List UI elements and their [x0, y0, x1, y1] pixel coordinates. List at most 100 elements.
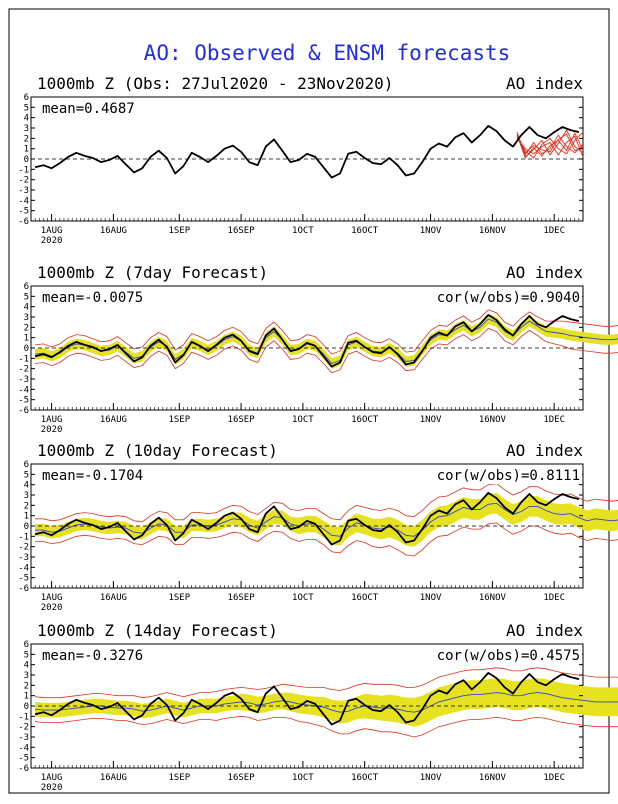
x-tick-label: 1OCT — [292, 226, 314, 236]
forecast-member-4 — [516, 131, 584, 156]
y-tick-label: 5 — [24, 292, 29, 302]
y-tick-label: 2 — [24, 681, 29, 691]
y-tick-label: 1 — [24, 512, 29, 522]
panel-4: 1000mb Z (14day Forecast) AO index 6543210… — [18, 621, 618, 793]
observed-ao-line — [34, 672, 580, 726]
x-tick-label: 1DEC — [543, 593, 565, 603]
y-tick-label: 6 — [24, 93, 29, 103]
x-tick-label: 16NOV — [479, 226, 507, 236]
y-tick-label: -1 — [18, 712, 29, 722]
x-tick-label: 1AUG — [41, 593, 63, 603]
correlation-label: cor(w/obs)=0.8111 — [437, 468, 580, 484]
x-tick-label: 1OCT — [292, 773, 314, 783]
x-tick-label: 1DEC — [543, 773, 565, 783]
x-tick-label: 1NOV — [420, 593, 442, 603]
x-tick-label: 1NOV — [420, 415, 442, 425]
x-tick-label: 16NOV — [479, 773, 507, 783]
y-tick-label: 2 — [24, 134, 29, 144]
panel-3: 1000mb Z (10day Forecast) AO index 6543210… — [18, 441, 618, 613]
ensemble-mean-line — [35, 502, 618, 537]
panel-title-right: AO index — [506, 263, 583, 282]
correlation-label: cor(w/obs)=0.9040 — [437, 290, 580, 306]
y-tick-label: 1 — [24, 692, 29, 702]
y-tick-label: -6 — [18, 217, 29, 227]
x-tick-label: 16NOV — [479, 593, 507, 603]
y-tick-label: -6 — [18, 406, 29, 416]
y-tick-label: -2 — [18, 723, 29, 733]
y-tick-label: -2 — [18, 365, 29, 375]
x-tick-label: 1OCT — [292, 415, 314, 425]
y-tick-label: 3 — [24, 671, 29, 681]
panel-title-left: 1000mb Z (14day Forecast) — [37, 621, 278, 640]
y-tick-label: -3 — [18, 186, 29, 196]
y-tick-label: 5 — [24, 470, 29, 480]
x-tick-label: 1SEP — [168, 593, 190, 603]
ensemble-lower-bound — [35, 522, 618, 557]
observed-ao-line — [34, 314, 580, 368]
y-tick-label: 0 — [24, 344, 29, 354]
y-tick-label: 4 — [24, 661, 29, 671]
y-tick-label: 6 — [24, 282, 29, 292]
ensemble-upper-bound — [35, 667, 618, 699]
y-tick-label: -5 — [18, 574, 29, 584]
y-tick-label: -6 — [18, 764, 29, 774]
x-tick-label: 16SEP — [228, 415, 256, 425]
observed-ao-line — [34, 492, 580, 546]
forecast-member-6 — [516, 132, 584, 159]
panel-title-right: AO index — [506, 621, 583, 640]
panel-1: 1000mb Z (Obs: 27Jul2020 - 23Nov2020) AO … — [18, 74, 584, 246]
x-tick-label: 1NOV — [420, 226, 442, 236]
x-tick-label: 1SEP — [168, 773, 190, 783]
x-year-label: 2020 — [41, 783, 63, 793]
panels-group: 1000mb Z (Obs: 27Jul2020 - 23Nov2020) AO … — [18, 74, 618, 793]
x-tick-label: 1SEP — [168, 415, 190, 425]
y-tick-label: 0 — [24, 522, 29, 532]
y-tick-label: 0 — [24, 702, 29, 712]
x-tick-label: 1DEC — [543, 415, 565, 425]
x-year-label: 2020 — [41, 425, 63, 435]
y-tick-label: 2 — [24, 323, 29, 333]
y-tick-label: 0 — [24, 155, 29, 165]
y-tick-label: 5 — [24, 650, 29, 660]
x-tick-label: 16AUG — [100, 415, 127, 425]
correlation-label: cor(w/obs)=0.4575 — [437, 648, 580, 664]
x-tick-label: 16AUG — [100, 773, 127, 783]
y-tick-label: 3 — [24, 491, 29, 501]
y-tick-label: -3 — [18, 553, 29, 563]
y-tick-label: 6 — [24, 460, 29, 470]
mean-label: mean=0.4687 — [42, 101, 135, 117]
y-tick-label: 5 — [24, 103, 29, 113]
x-tick-label: 1OCT — [292, 593, 314, 603]
y-tick-label: -1 — [18, 532, 29, 542]
cor-label-bg — [418, 647, 582, 664]
ensemble-upper-bound — [35, 483, 618, 523]
x-tick-label: 1SEP — [168, 226, 190, 236]
y-tick-label: -1 — [18, 165, 29, 175]
y-tick-label: 6 — [24, 640, 29, 650]
x-tick-label: 16AUG — [100, 593, 127, 603]
x-tick-label: 1AUG — [41, 415, 63, 425]
panel-title-right: AO index — [506, 74, 583, 93]
panel-title-left: 1000mb Z (7day Forecast) — [37, 263, 268, 282]
x-tick-label: 1AUG — [41, 226, 63, 236]
y-tick-label: -4 — [18, 196, 29, 206]
ensemble-mean-line — [35, 318, 618, 365]
x-tick-label: 16OCT — [351, 226, 379, 236]
x-year-label: 2020 — [41, 236, 63, 246]
y-tick-label: -5 — [18, 754, 29, 764]
mean-label-bg — [40, 467, 144, 484]
y-tick-label: 1 — [24, 145, 29, 155]
y-tick-label: -6 — [18, 584, 29, 594]
x-tick-label: 16OCT — [351, 415, 379, 425]
mean-label: mean=-0.3276 — [42, 648, 143, 664]
y-tick-label: -3 — [18, 733, 29, 743]
panel-title-right: AO index — [506, 441, 583, 460]
spread-band — [35, 492, 618, 547]
figure-title: AO: Observed & ENSM forecasts — [144, 41, 511, 65]
y-tick-label: 3 — [24, 124, 29, 134]
x-tick-label: 1DEC — [543, 226, 565, 236]
x-year-label: 2020 — [41, 603, 63, 613]
mean-label-bg — [40, 100, 144, 117]
x-tick-label: 16SEP — [228, 226, 256, 236]
